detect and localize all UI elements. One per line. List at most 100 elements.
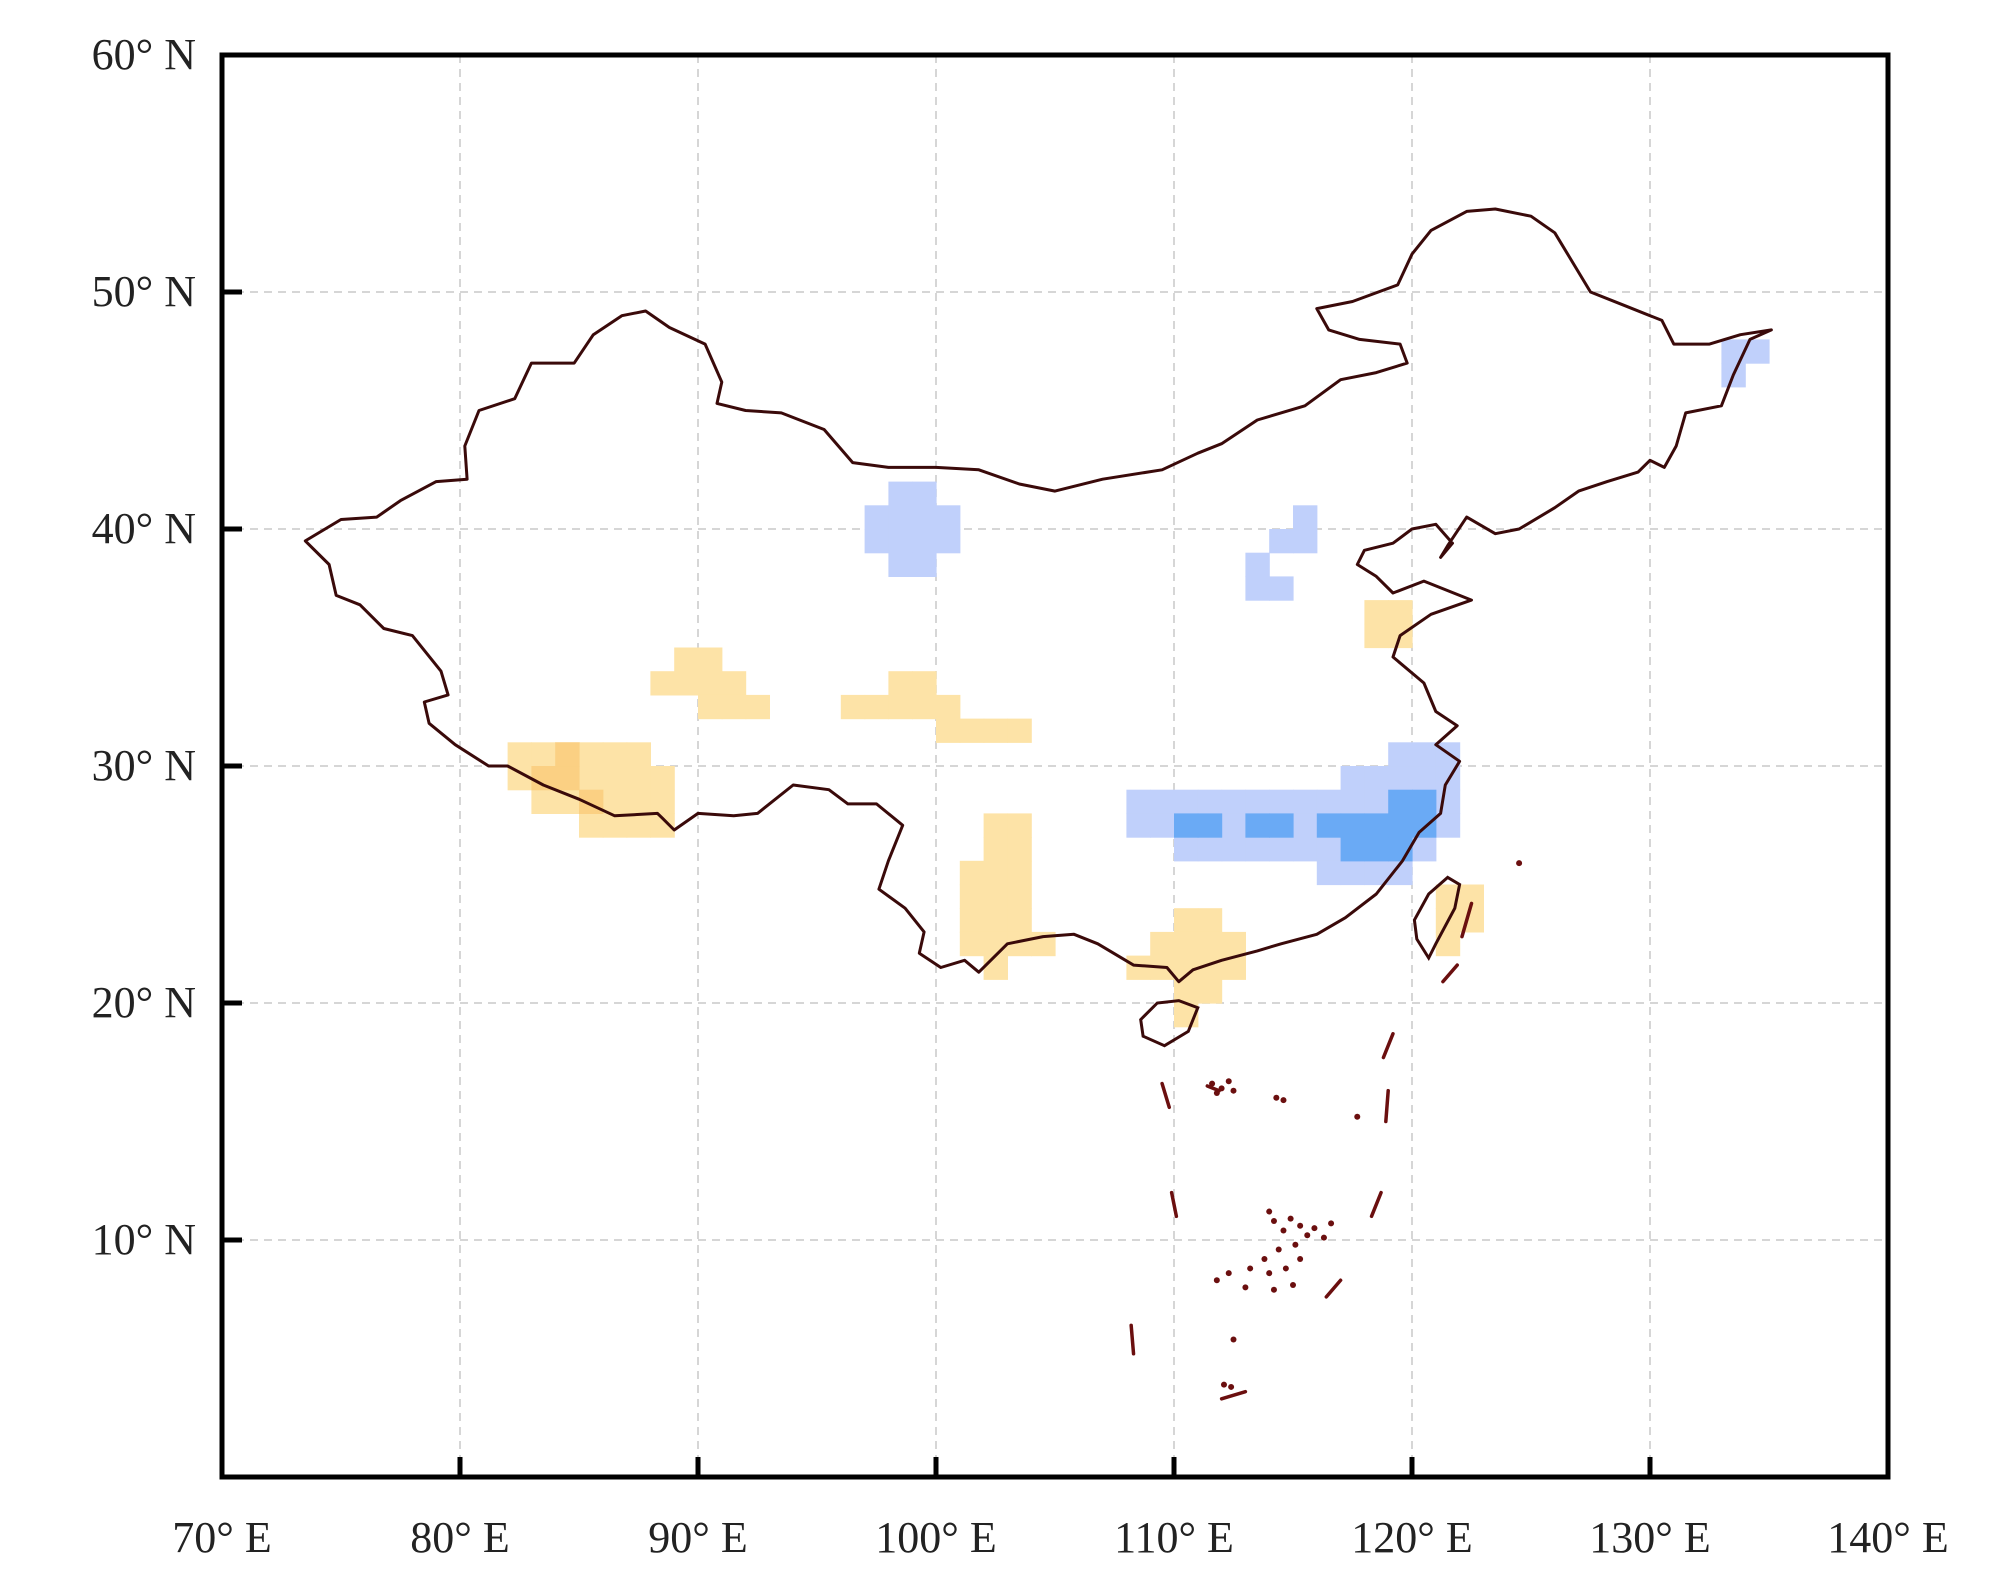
lon-tick-label: 90° E — [648, 1513, 747, 1562]
anomaly-cell — [912, 671, 937, 696]
anomaly-cell — [983, 813, 1008, 838]
island-dot — [1354, 1113, 1361, 1120]
anomaly-cell — [1126, 789, 1151, 814]
anomaly-cell — [1364, 789, 1389, 814]
negative-anomaly-patch-1 — [1245, 505, 1318, 601]
anomaly-cell — [1197, 908, 1223, 933]
anomaly-cell — [1007, 718, 1032, 743]
anomaly-cell — [1316, 813, 1342, 838]
nine-dash-segment — [1160, 1081, 1171, 1110]
island-dot — [1230, 1336, 1237, 1343]
lon-tick-label: 130° E — [1589, 1513, 1710, 1562]
positive-anomaly-patch-6 — [840, 671, 1032, 743]
anomaly-cell — [1316, 860, 1342, 886]
anomaly-cell — [626, 813, 651, 838]
anomaly-cell — [1412, 837, 1437, 862]
anomaly-cell — [1435, 813, 1461, 838]
nine-dash-segment — [1460, 901, 1474, 939]
island-dot — [1209, 1080, 1216, 1087]
anomaly-cell — [983, 884, 1008, 909]
lon-tick-label: 120° E — [1351, 1513, 1472, 1562]
anomaly-cell — [1293, 813, 1318, 838]
anomaly-cell — [1412, 789, 1437, 814]
anomaly-cell — [983, 955, 1008, 980]
anomaly-cell — [983, 931, 1008, 957]
anomaly-cell — [1340, 766, 1365, 791]
island-dot — [1304, 1232, 1311, 1239]
anomaly-cell — [1197, 813, 1223, 838]
anomaly-cell — [1412, 742, 1437, 767]
anomaly-cell — [531, 742, 556, 767]
anomaly-cell — [959, 718, 985, 743]
anomaly-cell — [1316, 837, 1342, 862]
anomaly-cell — [1293, 789, 1318, 814]
anomaly-cell — [698, 694, 723, 720]
anomaly-cell — [864, 694, 889, 720]
island-dot — [1297, 1255, 1304, 1262]
anomaly-cell — [1245, 813, 1270, 838]
anomaly-cell — [745, 694, 770, 720]
anomaly-cell — [1340, 860, 1365, 886]
anomaly-cell — [888, 671, 913, 696]
island-dot — [1297, 1222, 1304, 1229]
anomaly-cell — [1150, 931, 1175, 957]
anomaly-cell — [1364, 766, 1389, 791]
island-dot — [1280, 1227, 1287, 1234]
island-dot — [1328, 1220, 1335, 1227]
anomaly-patches — [507, 339, 1770, 1028]
anomaly-cell — [912, 481, 937, 506]
anomaly-cell — [579, 742, 604, 767]
anomaly-cell — [1007, 884, 1032, 909]
positive-anomaly-patch-7 — [507, 742, 675, 838]
anomaly-cell — [840, 694, 866, 720]
nine-dash-segment — [1205, 1084, 1221, 1093]
island-dot — [1270, 1286, 1277, 1293]
nine-dash-line — [1129, 901, 1474, 1401]
anomaly-cell — [936, 505, 961, 530]
anomaly-cell — [1293, 505, 1318, 530]
lat-tick-label: 20° N — [92, 978, 196, 1027]
island-dot — [1261, 1255, 1268, 1262]
negative-anomaly-patch-0 — [864, 481, 961, 577]
anomaly-cell — [1269, 529, 1294, 554]
positive-anomaly-patch-5 — [650, 647, 770, 720]
anomaly-cell — [1197, 979, 1223, 1004]
anomaly-cell — [912, 694, 937, 720]
nine-dash-segment — [1384, 1088, 1390, 1124]
island-dot — [1213, 1277, 1220, 1284]
anomaly-cell — [888, 481, 913, 506]
island-dot — [1282, 1265, 1289, 1272]
anomaly-cell — [674, 671, 699, 696]
island-dot — [1228, 1383, 1235, 1390]
anomaly-cell — [959, 908, 985, 933]
anomaly-cell — [1316, 789, 1342, 814]
anomaly-cell — [983, 718, 1008, 743]
graticule-grid — [222, 55, 1888, 1477]
anomaly-cell — [1388, 600, 1413, 625]
anomaly-cell — [1221, 789, 1246, 814]
island-dot — [1287, 1215, 1294, 1222]
island-dot — [1273, 1094, 1280, 1101]
anomaly-cell — [507, 742, 532, 767]
anomaly-cell — [888, 505, 913, 530]
anomaly-cell — [888, 694, 913, 720]
anomaly-cell — [1412, 766, 1437, 791]
lat-tick-label: 40° N — [92, 504, 196, 553]
anomaly-cell — [1197, 837, 1223, 862]
anomaly-cell — [1721, 339, 1746, 364]
axis-ticks — [219, 52, 1891, 1477]
axis-labels: 10° N 20° N 30° N 40° N 50° N 60° N 70° E 80° E… — [92, 30, 1949, 1562]
anomaly-cell — [1293, 837, 1318, 862]
positive-anomaly-patch-10 — [1126, 908, 1246, 1028]
island-dot — [1247, 1265, 1254, 1272]
anomaly-cell — [602, 813, 628, 838]
nine-dash-segment — [1441, 963, 1459, 984]
island-dot — [1266, 1208, 1273, 1215]
anomaly-cell — [1007, 908, 1032, 933]
island-dot — [1220, 1381, 1227, 1388]
anomaly-cell — [1388, 813, 1413, 838]
island-dot — [1280, 1097, 1287, 1104]
anomaly-cell — [626, 789, 651, 814]
